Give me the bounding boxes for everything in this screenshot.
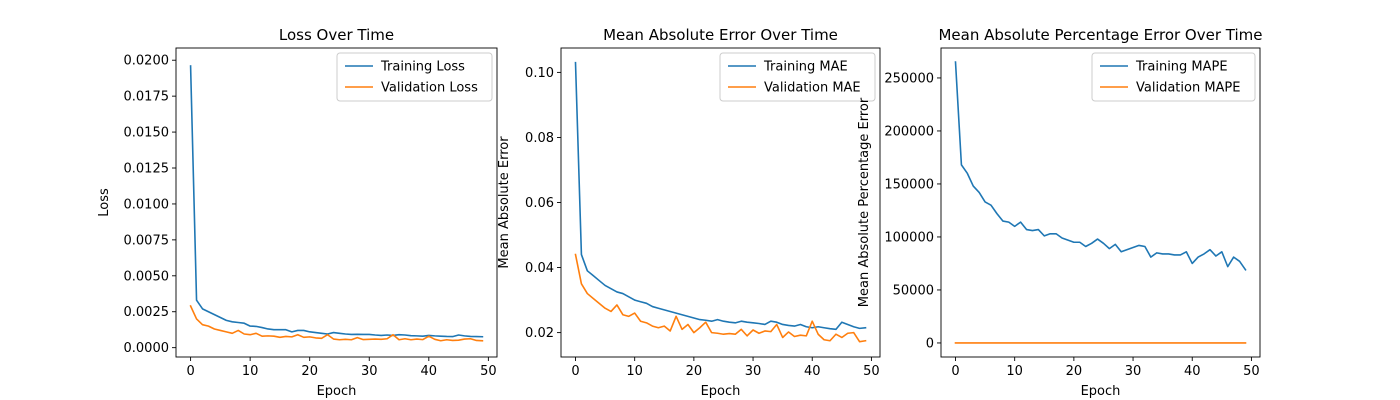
legend-label: Training Loss [380,60,465,75]
y-tick-label: 0.02 [525,326,554,341]
x-axis-label: Epoch [1081,384,1121,399]
x-tick-label: 10 [626,364,643,379]
chart-title: Loss Over Time [279,26,394,44]
x-tick-label: 20 [301,364,318,379]
legend-label: Validation MAPE [1136,81,1241,96]
y-tick-label: 0.0050 [124,269,170,284]
y-axis-label: Loss [97,188,112,217]
y-tick-label: 0.08 [525,131,554,146]
y-tick-label: 250000 [884,71,934,86]
legend: Training MAE Validation MAE [719,52,876,102]
x-tick-label: 10 [1006,364,1023,379]
x-tick-label: 30 [361,364,378,379]
series-line-2 [574,253,867,343]
y-tick-label: 0.04 [525,261,554,276]
y-tick-label: 0.0175 [124,90,170,105]
x-tick-label: 0 [571,364,579,379]
y-tick-label: 0.0100 [124,197,170,212]
legend: Training MAPE Validation MAPE [1091,52,1256,102]
x-tick-label: 30 [1125,364,1142,379]
legend-label: Validation MAE [764,81,861,96]
x-tick-label: 10 [242,364,259,379]
y-tick-label: 0.06 [525,196,554,211]
axes-frame [940,47,1261,358]
y-tick-label: 50000 [893,283,934,298]
x-tick-label: 20 [686,364,703,379]
x-tick-label: 30 [745,364,762,379]
y-tick-label: 0.0000 [124,341,170,356]
y-tick-label: 0.0150 [124,126,170,141]
series-line-1 [574,61,867,331]
chart-panel-3: 0 10 20 30 40 50 0 50000 100000 150000 200000 25000… [857,26,1263,399]
chart-title: Mean Absolute Error Over Time [603,26,838,44]
chart-panel-2: 0 10 20 30 40 50 0.02 0.04 0.06 0.08 0.10 Mean Abso… [497,26,881,399]
y-tick-label: 0.0200 [124,54,170,69]
legend-label: Training MAE [763,60,848,75]
series-line-2 [189,304,484,342]
x-tick-label: 50 [1243,364,1260,379]
legend-label: Validation Loss [381,81,478,96]
x-tick-label: 50 [480,364,497,379]
x-tick-label: 20 [1066,364,1083,379]
x-tick-label: 0 [186,364,194,379]
series-line-1 [189,65,484,338]
y-axis-label: Mean Absolute Percentage Error [857,97,872,307]
x-axis-label: Epoch [701,384,741,399]
x-tick-label: 40 [1184,364,1201,379]
y-tick-label: 150000 [884,177,934,192]
chart-title: Mean Absolute Percentage Error Over Time [938,26,1262,44]
x-tick-label: 40 [421,364,438,379]
y-tick-label: 0.0025 [124,305,170,320]
legend-label: Training MAPE [1135,60,1228,75]
y-tick-label: 0.0125 [124,162,170,177]
y-tick-label: 0.0075 [124,233,170,248]
x-axis-label: Epoch [317,384,357,399]
y-tick-label: 0.10 [525,66,554,81]
series-line-1 [954,61,1247,271]
legend: Training Loss Validation Loss [336,52,493,102]
y-axis-label: Mean Absolute Error [497,136,512,269]
legend-box [336,52,493,102]
x-tick-label: 40 [804,364,821,379]
axes-frame [175,47,498,358]
x-tick-label: 0 [951,364,959,379]
x-tick-label: 50 [863,364,880,379]
legend-box [1091,52,1256,102]
chart-panel-1: 0 10 20 30 40 50 0.0000 0.0025 0.0050 0.0075 0.010… [97,26,498,399]
legend-box [719,52,876,102]
y-tick-label: 100000 [884,230,934,245]
y-tick-label: 0 [926,336,934,351]
y-tick-label: 200000 [884,124,934,139]
